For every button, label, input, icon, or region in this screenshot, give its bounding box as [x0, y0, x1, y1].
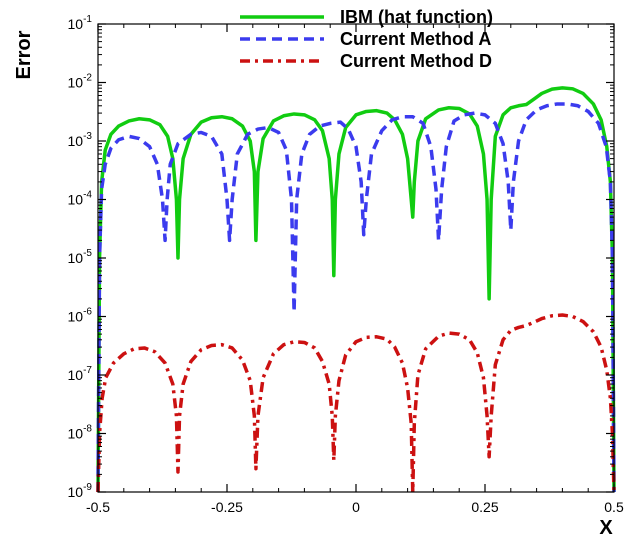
x-tick-label: -0.25: [211, 499, 243, 515]
y-axis-title: Error: [13, 30, 35, 79]
ticks-layer: -0.5 -0.25 0 0.25 0.5 10-9 10-8 10-7 10-6 10-5 10-…: [68, 14, 624, 515]
y-tick-label: 10-3: [68, 131, 93, 149]
y-tick-label: 10-7: [68, 365, 93, 383]
x-tick-label: 0.25: [471, 499, 498, 515]
series-line-3: [96, 313, 616, 494]
series-line-1: [96, 86, 616, 493]
x-axis-title: X: [599, 517, 613, 538]
y-tick-label: 10-4: [68, 190, 93, 208]
x-tick-label: 0.5: [604, 499, 624, 515]
y-tick-label: 10-9: [68, 482, 93, 500]
legend-label-2: Current Method A: [340, 29, 491, 49]
series-line-2: [96, 102, 616, 493]
legend-label-3: Current Method D: [340, 51, 492, 71]
legend: IBM (hat function)Current Method ACurren…: [240, 7, 493, 71]
x-tick-label: 0: [352, 499, 360, 515]
series-layer: [96, 86, 616, 494]
y-tick-label: 10-2: [68, 73, 93, 91]
y-tick-label: 10-6: [68, 307, 93, 325]
legend-label-1: IBM (hat function): [340, 7, 493, 27]
y-tick-label: 10-8: [68, 424, 93, 442]
y-tick-label: 10-1: [68, 14, 93, 32]
x-tick-label: -0.5: [86, 499, 110, 515]
y-tick-label: 10-5: [68, 248, 93, 266]
